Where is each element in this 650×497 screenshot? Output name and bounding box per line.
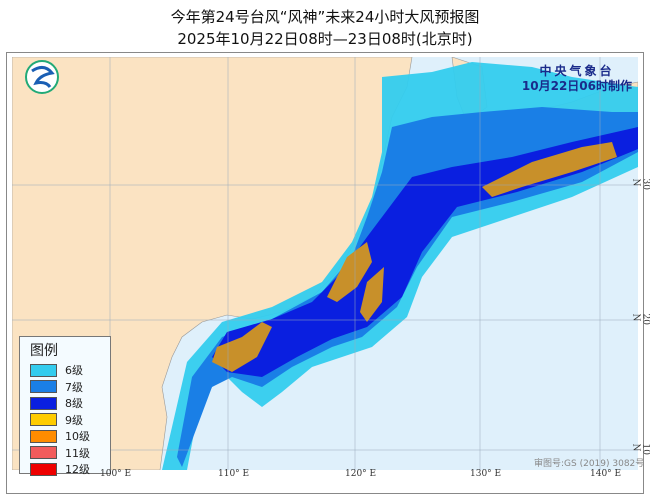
swatch: [30, 363, 57, 377]
lat-label: 30 N: [630, 178, 650, 190]
lon-label: 120° E: [345, 469, 377, 479]
map-subtitle: 2025年10月22日08时—23日08时(北京时): [177, 30, 473, 48]
lat-label: 20 N: [630, 313, 650, 325]
legend-item: 11级: [30, 445, 110, 462]
approval-number: 审图号:GS (2019) 3082号: [534, 459, 645, 469]
cma-logo: [25, 60, 59, 94]
legend-item: 8级: [30, 395, 110, 412]
legend-item: 9级: [30, 412, 110, 429]
wind-forecast-map: [12, 57, 638, 470]
legend-label: 7级: [65, 380, 83, 394]
legend-item: 10级: [30, 428, 110, 445]
map-frame: [6, 52, 644, 494]
agency-name: 中央气象台: [539, 64, 615, 78]
legend: 图例 6级 7级 8级 9级 10级 11级 12级: [19, 336, 111, 476]
agency-stamp: 中央气象台 10月22日06时制作: [522, 64, 632, 94]
swatch: [30, 380, 57, 394]
legend-label: 8级: [65, 397, 83, 411]
swatch: [30, 446, 57, 460]
lon-label: 100° E: [100, 469, 132, 479]
legend-label: 11级: [65, 446, 90, 460]
lon-label: 110° E: [218, 469, 250, 479]
legend-item: 7级: [30, 379, 110, 396]
legend-label: 12级: [65, 463, 90, 477]
map-title: 今年第24号台风“风神”未来24小时大风预报图: [170, 8, 480, 26]
wind-band-orange: [212, 142, 617, 372]
wind-band-7: [177, 107, 638, 467]
legend-item: 12级: [30, 461, 110, 478]
issue-time: 10月22日06时制作: [521, 79, 632, 93]
wind-band-8: [212, 127, 638, 377]
legend-title: 图例: [30, 343, 58, 359]
swatch: [30, 462, 57, 476]
lon-label: 140° E: [590, 469, 622, 479]
swatch: [30, 429, 57, 443]
swatch: [30, 396, 57, 410]
swatch: [30, 413, 57, 427]
legend-label: 9级: [65, 413, 83, 427]
legend-item: 6级: [30, 362, 110, 379]
legend-label: 6级: [65, 364, 83, 378]
lon-label: 130° E: [470, 469, 502, 479]
legend-label: 10级: [65, 430, 90, 444]
